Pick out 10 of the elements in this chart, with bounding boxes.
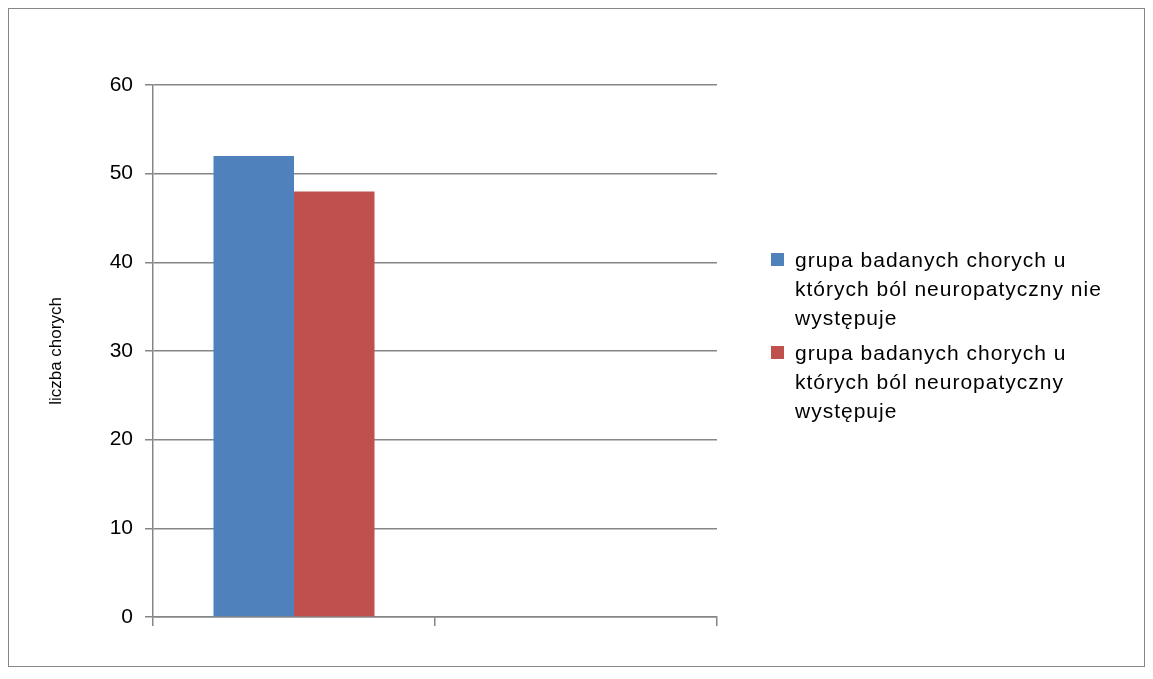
y-tick-label: 10 <box>109 515 133 539</box>
y-tick-label: 40 <box>109 249 133 273</box>
y-axis-title: liczba chorych <box>45 297 65 405</box>
y-tick-label: 30 <box>109 337 133 361</box>
y-tick-label: 20 <box>109 426 133 450</box>
y-tick-label: 60 <box>109 71 133 95</box>
legend-label: grupa badanych chorych u których ból neuropatyczny występuje <box>795 339 1068 424</box>
y-tick-label: 0 <box>121 603 133 627</box>
y-tick-label: 50 <box>109 160 133 184</box>
chart-frame: liczba chorych 0 10 20 30 40 50 60 grupa badanych chorych u których ból neuropatyczny nie występuje grupa badanych chorych u których ból neuropatyczny występuje <box>8 8 1145 667</box>
